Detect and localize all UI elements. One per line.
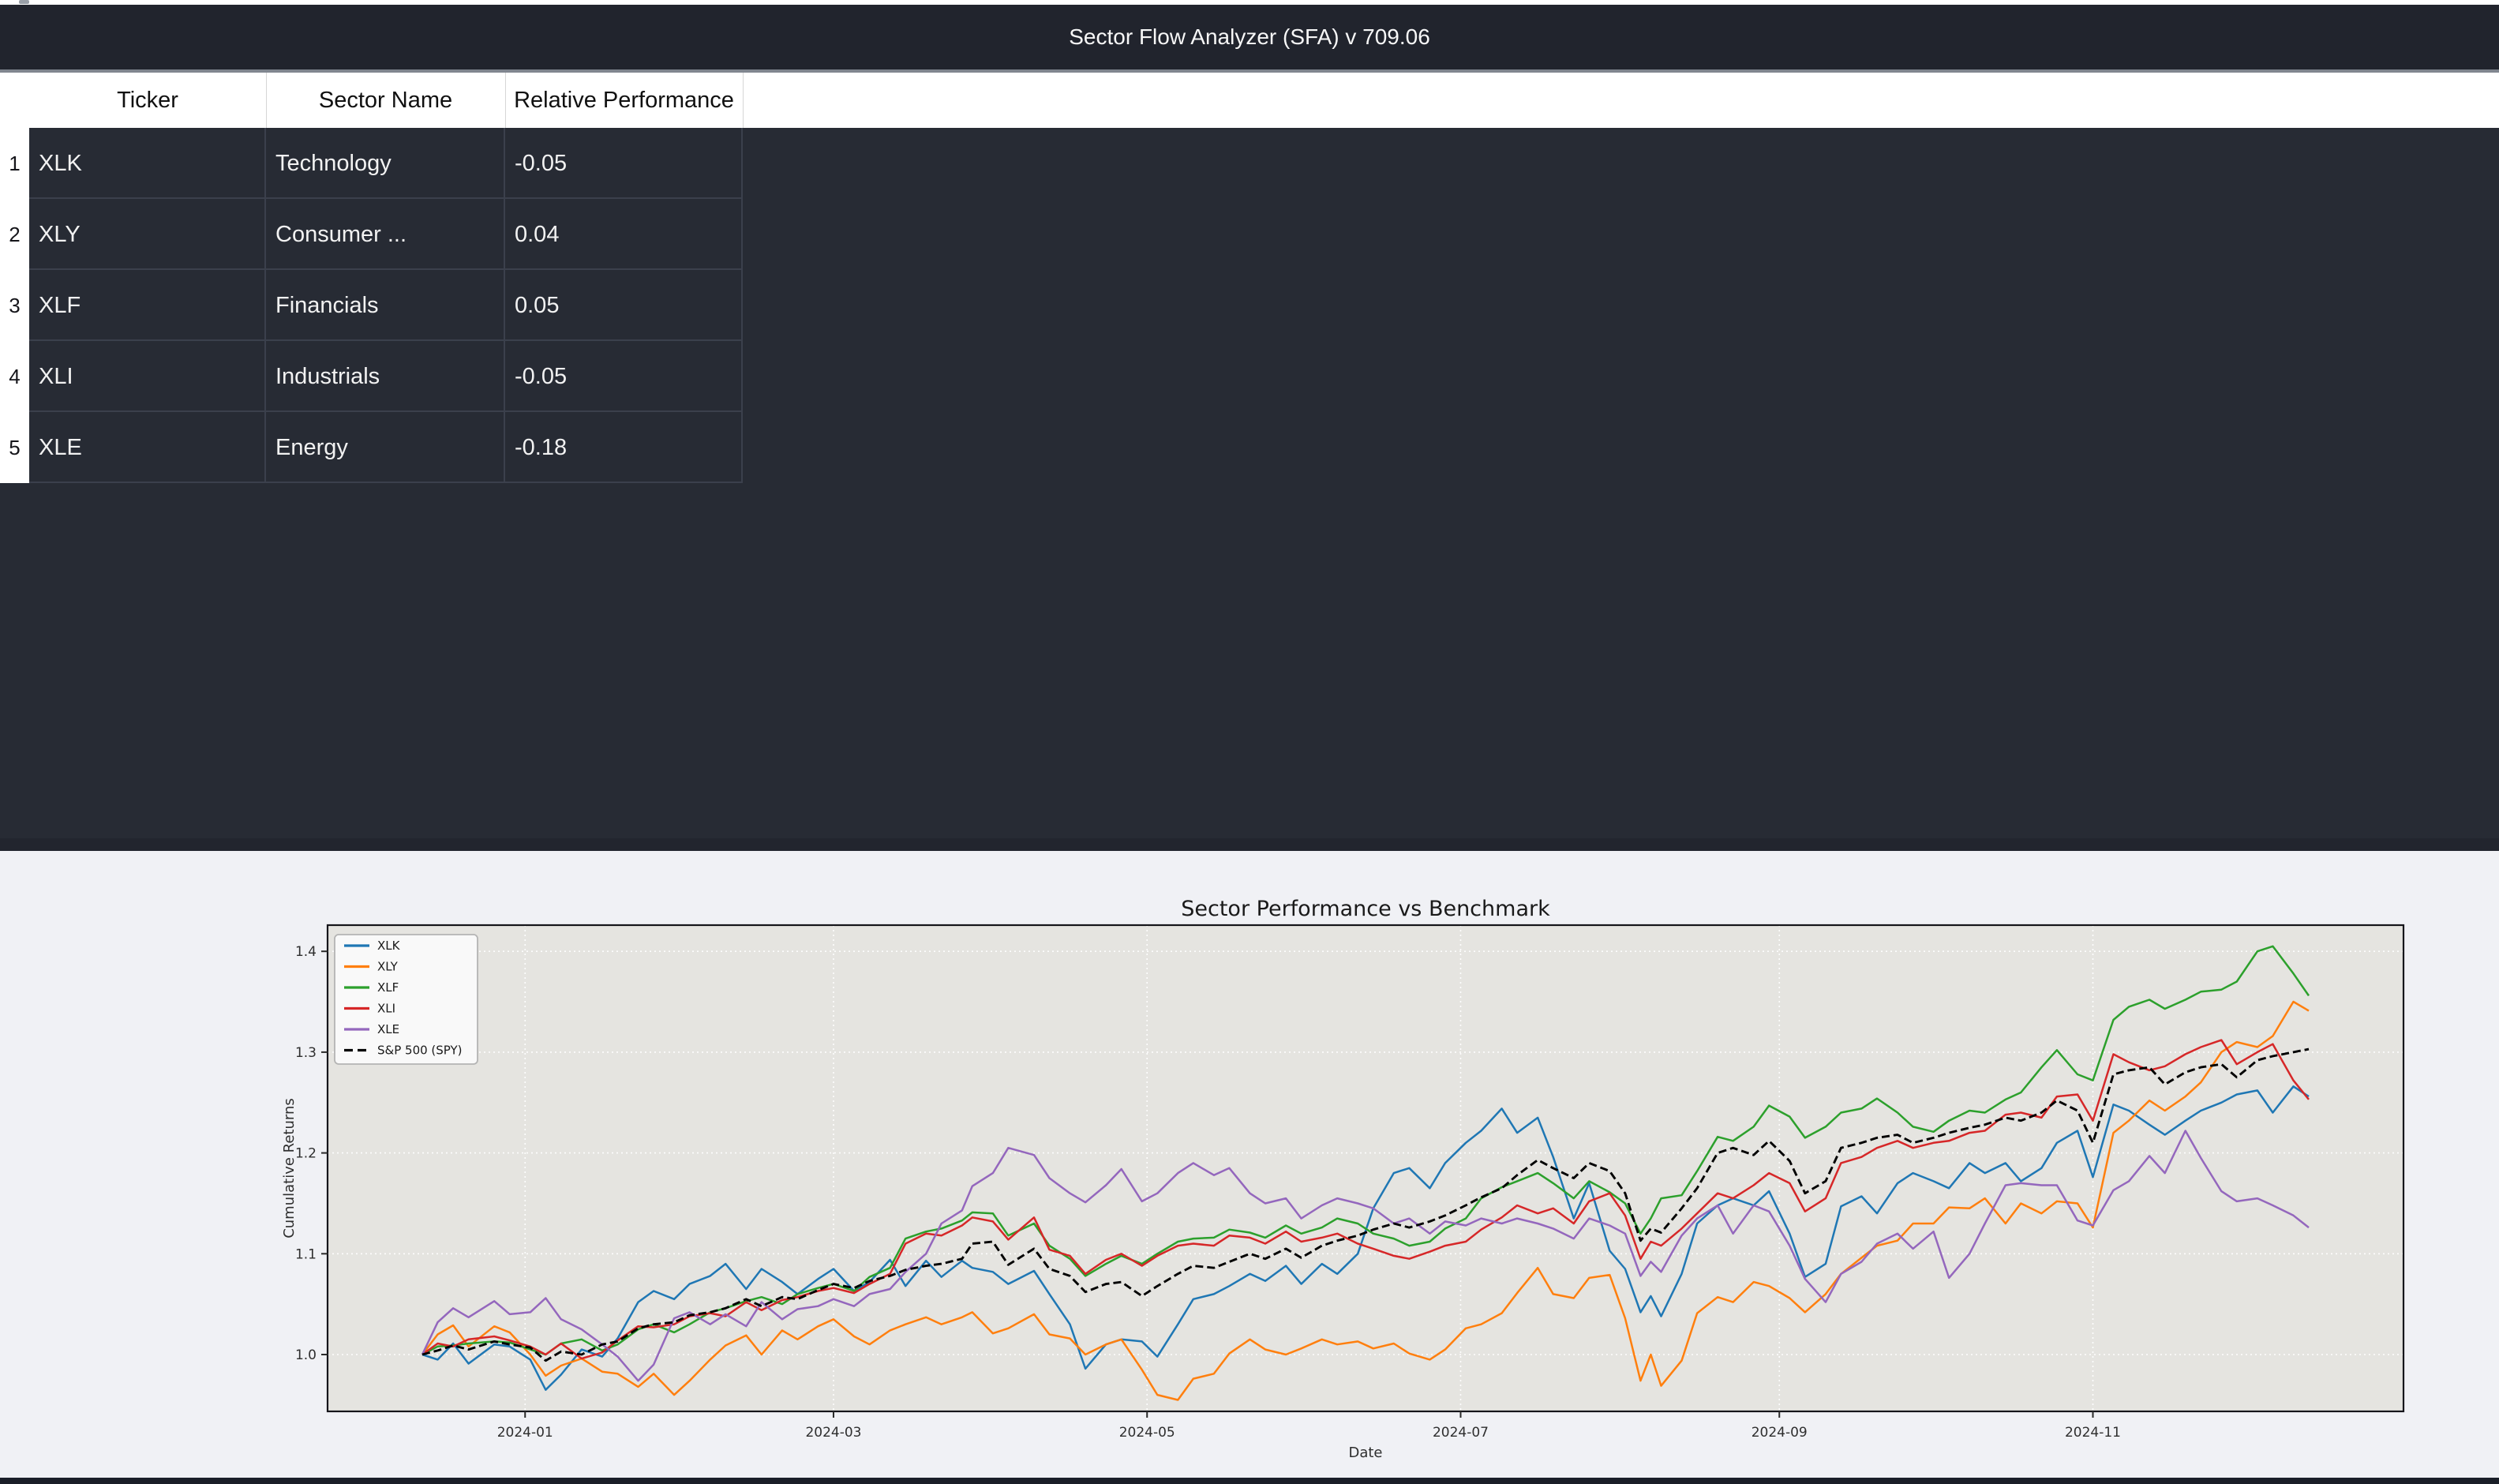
cell-sector-name[interactable]: Financials bbox=[266, 270, 505, 341]
y-tick-label: 1.0 bbox=[295, 1347, 317, 1363]
y-tick-label: 1.4 bbox=[295, 944, 317, 960]
cell-ticker[interactable]: XLK bbox=[29, 128, 266, 199]
app-title: Sector Flow Analyzer (SFA) v 709.06 bbox=[1069, 24, 1430, 49]
row-number: 5 bbox=[9, 435, 21, 459]
legend-label: XLF bbox=[377, 980, 399, 995]
cell-sector-name[interactable]: Energy bbox=[266, 412, 505, 483]
titlebar: Sector Flow Analyzer (SFA) v 709.06 bbox=[0, 5, 2499, 73]
legend-label: XLK bbox=[377, 939, 401, 953]
window-bottom-strip bbox=[0, 1478, 2499, 1484]
row-number: 3 bbox=[9, 293, 21, 317]
axes-frame bbox=[326, 924, 2405, 1413]
section-divider bbox=[0, 838, 2499, 851]
cell-relative-performance[interactable]: 0.04 bbox=[505, 199, 743, 270]
x-tick-label: 2024-03 bbox=[805, 1425, 861, 1441]
cell-sector-name[interactable]: Technology bbox=[266, 128, 505, 199]
cell-sector-name[interactable]: Industrials bbox=[266, 341, 505, 412]
cell-ticker[interactable]: XLE bbox=[29, 412, 266, 483]
gridlines bbox=[328, 925, 2403, 1411]
column-header-sector-name[interactable]: Sector Name bbox=[266, 73, 506, 128]
chart-figure: 2024-01 2024-03 2024-05 2024-07 2024-09 2024-… bbox=[0, 851, 2499, 1478]
tick-marks bbox=[321, 950, 2094, 1418]
legend-box bbox=[334, 934, 478, 1065]
row-number-column: 1 2 3 4 5 bbox=[0, 128, 30, 483]
y-tick-label: 1.3 bbox=[295, 1045, 317, 1061]
plot-area bbox=[328, 925, 2403, 1411]
row-number: 1 bbox=[9, 151, 21, 175]
tick-labels: 2024-01 2024-03 2024-05 2024-07 2024-09 2024-… bbox=[295, 944, 2121, 1441]
y-tick-label: 1.1 bbox=[295, 1246, 317, 1262]
legend-label: S&P 500 (SPY) bbox=[377, 1044, 463, 1058]
cell-ticker[interactable]: XLY bbox=[29, 199, 266, 270]
cell-relative-performance[interactable]: 0.05 bbox=[505, 270, 743, 341]
window-top-strip bbox=[0, 0, 2499, 5]
legend-label: XLY bbox=[377, 960, 399, 974]
chart-title: Sector Performance vs Benchmark bbox=[1181, 897, 1550, 921]
y-axis-label: Cumulative Returns bbox=[281, 1098, 298, 1239]
series-xlf bbox=[421, 945, 2310, 1356]
legend-label: XLI bbox=[377, 1002, 395, 1016]
sector-table: Ticker Sector Name Relative Performance … bbox=[0, 73, 2499, 838]
series-s-p-500-spy- bbox=[421, 1047, 2310, 1362]
column-header-ticker[interactable]: Ticker bbox=[29, 73, 267, 128]
x-tick-label: 2024-11 bbox=[2065, 1425, 2121, 1441]
y-tick-label: 1.2 bbox=[295, 1146, 317, 1162]
cell-relative-performance[interactable]: -0.05 bbox=[505, 128, 743, 199]
cursor-artifact bbox=[19, 0, 29, 4]
table-body: XLK Technology -0.05 XLY Consumer ... 0.04 XLF… bbox=[0, 128, 2499, 483]
table-header-row: Ticker Sector Name Relative Performance bbox=[0, 73, 2499, 128]
cell-sector-name[interactable]: Consumer ... bbox=[266, 199, 505, 270]
performance-chart: 2024-01 2024-03 2024-05 2024-07 2024-09 2024-… bbox=[281, 897, 2405, 1461]
x-tick-label: 2024-05 bbox=[1119, 1425, 1175, 1441]
legend-label: XLE bbox=[377, 1022, 399, 1036]
x-tick-label: 2024-01 bbox=[497, 1425, 553, 1441]
series-xli bbox=[421, 1039, 2310, 1360]
cell-relative-performance[interactable]: -0.18 bbox=[505, 412, 743, 483]
row-number: 2 bbox=[9, 222, 21, 246]
cell-ticker[interactable]: XLI bbox=[29, 341, 266, 412]
series-xle bbox=[421, 1130, 2310, 1382]
x-tick-label: 2024-07 bbox=[1433, 1425, 1489, 1441]
x-axis-label: Date bbox=[1348, 1445, 1382, 1461]
row-number: 4 bbox=[9, 364, 21, 388]
cell-ticker[interactable]: XLF bbox=[29, 270, 266, 341]
series-xly bbox=[421, 1000, 2310, 1401]
column-header-relative-performance[interactable]: Relative Performance bbox=[505, 73, 744, 128]
cell-relative-performance[interactable]: -0.05 bbox=[505, 341, 743, 412]
legend: XLK XLY XLF XLI XLE S&P 500 (SPY) bbox=[334, 934, 478, 1065]
x-tick-label: 2024-09 bbox=[1752, 1425, 1808, 1441]
